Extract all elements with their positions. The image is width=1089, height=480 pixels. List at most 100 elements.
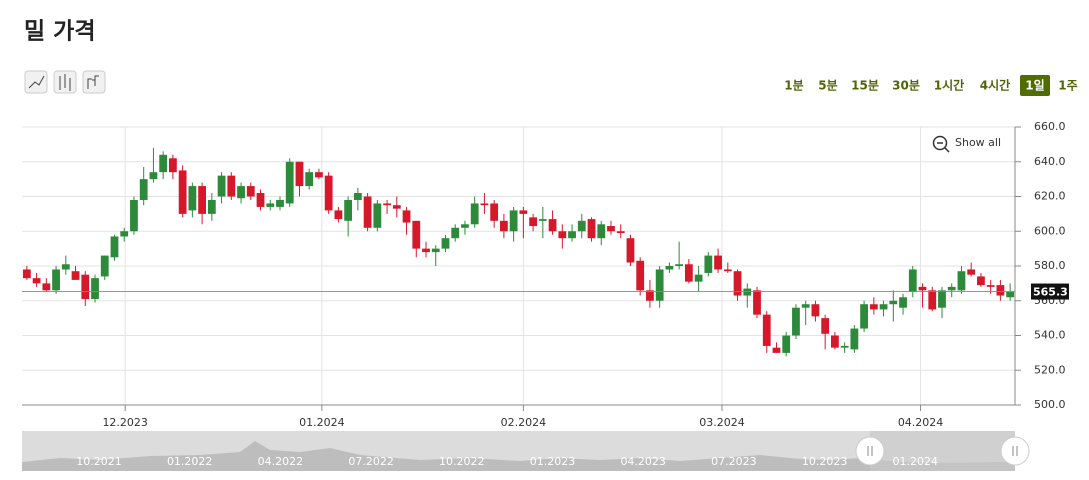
candle-body: [227, 175, 236, 197]
candle-body: [490, 203, 499, 221]
candle-body: [383, 203, 391, 206]
show-all[interactable]: Show all: [932, 135, 1002, 153]
candle-body: [353, 193, 362, 200]
zoom-icon: [932, 135, 948, 151]
range-button[interactable]: 15분: [851, 79, 879, 93]
candle-body: [71, 271, 80, 280]
range-button[interactable]: 1분: [784, 79, 803, 93]
y-tick-label: 540.0: [1034, 329, 1066, 342]
candle-body: [159, 154, 168, 173]
x-tick-label: 01.2024: [299, 416, 345, 429]
candle-body: [792, 307, 800, 336]
y-tick-label: 520.0: [1034, 363, 1066, 376]
candle-body: [743, 288, 752, 296]
candle-body: [938, 290, 946, 308]
candle-body: [431, 248, 440, 253]
y-tick-label: 640.0: [1034, 155, 1066, 168]
navigator-window[interactable]: [870, 431, 1015, 471]
range-button[interactable]: 4시간: [980, 78, 1010, 93]
candle-body: [81, 274, 90, 300]
y-tick-label: 600.0: [1034, 224, 1066, 237]
handle[interactable]: [855, 436, 885, 466]
x-tick-label: 04.2024: [898, 416, 944, 429]
candle-body: [714, 255, 722, 270]
navigator-handle[interactable]: [855, 436, 1030, 466]
handle-grip: [1012, 446, 1018, 456]
candle-body: [684, 264, 693, 282]
candle-body: [957, 271, 966, 291]
candle-body: [392, 205, 401, 209]
range-button[interactable]: 1주: [1058, 79, 1077, 93]
range-button[interactable]: 30분: [892, 79, 920, 93]
y-tick-label: 660.0: [1034, 120, 1066, 133]
candle-body: [334, 210, 343, 220]
range-button[interactable]: 1시간: [934, 78, 964, 93]
candle-body: [198, 186, 206, 214]
candle-body: [217, 175, 226, 197]
candle-body: [324, 175, 333, 211]
candle-body: [237, 186, 245, 199]
candle-body: [597, 224, 606, 239]
navigator-label: 01.2023: [530, 455, 576, 468]
handle[interactable]: [1000, 436, 1030, 466]
candle-body: [120, 231, 129, 237]
candle-body: [655, 269, 664, 301]
x-tick-label: 12.2023: [102, 416, 148, 429]
candle-body: [850, 328, 859, 350]
chart-title: 밀 가격: [24, 19, 96, 45]
candle-body: [22, 269, 31, 279]
candle-body: [100, 255, 109, 277]
candle-body: [675, 264, 684, 266]
candle-body: [500, 220, 508, 232]
candle-body: [607, 226, 615, 232]
y-tick-label: 620.0: [1034, 190, 1066, 203]
show-all-label[interactable]: Show all: [955, 136, 1001, 149]
candle-body: [246, 186, 255, 197]
candle-body: [266, 203, 275, 207]
candle-body: [256, 193, 265, 207]
candle-body: [996, 285, 1005, 296]
navigator-label: 10.2021: [76, 455, 122, 468]
candle-body: [918, 286, 927, 291]
candle-body: [402, 210, 411, 223]
y-tick-label: 500.0: [1034, 398, 1066, 411]
range-button[interactable]: 5분: [818, 79, 837, 93]
tool-icon: [28, 75, 45, 89]
candle-body: [568, 231, 576, 239]
candle-body: [139, 179, 148, 200]
candle-body: [879, 304, 888, 310]
candle-body: [110, 236, 119, 258]
candle-body: [577, 220, 586, 232]
candle-body: [587, 219, 596, 239]
last-price-box: [1031, 283, 1069, 300]
chart-tools[interactable]: [24, 70, 106, 94]
candle-body: [840, 345, 849, 348]
candle-body: [509, 210, 518, 232]
candle-body: [480, 203, 489, 206]
candle-body: [441, 238, 450, 249]
navigator-label: 01.2022: [167, 455, 213, 468]
range-button-bg[interactable]: [1020, 75, 1050, 96]
candle-body: [451, 227, 460, 239]
navigator-series: [22, 441, 1015, 471]
candle-body: [626, 238, 635, 263]
tool-ohlc[interactable]: [82, 70, 106, 94]
candle-body: [831, 335, 839, 348]
candle-body: [928, 290, 937, 310]
candle-body: [295, 161, 304, 187]
candle-body: [42, 283, 51, 291]
candle-body: [344, 199, 353, 221]
handle-grip: [867, 446, 873, 456]
candle-body: [665, 266, 674, 270]
range-button[interactable]: 1일: [1025, 79, 1044, 93]
candle-body: [149, 172, 158, 180]
candle-body: [821, 318, 830, 334]
tool-line[interactable]: [24, 70, 48, 94]
candle-body: [646, 290, 654, 301]
candle-body: [811, 304, 820, 317]
candle-body: [91, 278, 99, 300]
candle-body: [762, 314, 771, 346]
candle-body: [529, 217, 537, 227]
last-price-label: 565.3: [1033, 286, 1068, 299]
candle-body: [869, 304, 878, 310]
